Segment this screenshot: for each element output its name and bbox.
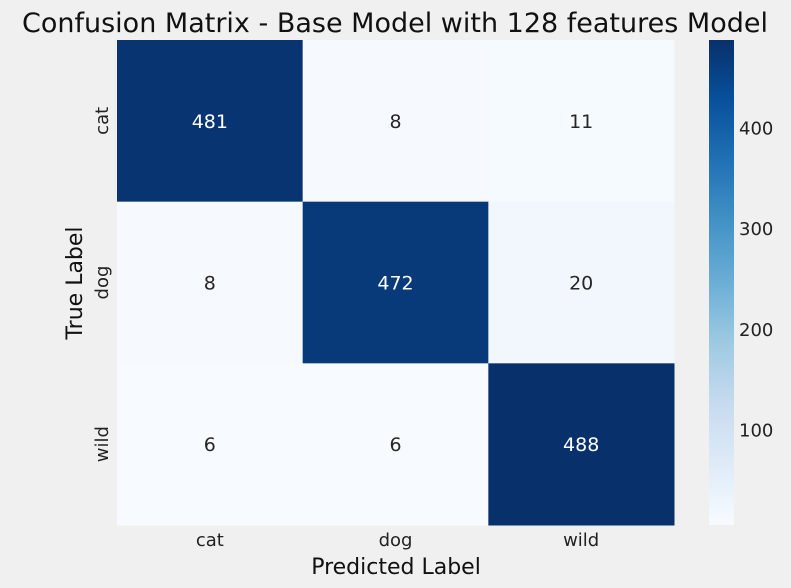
colorbar-tick-labels: 100 200 300 400 [739, 119, 773, 442]
heatmap-cell [117, 201, 304, 364]
cell-value-label: 8 [389, 111, 401, 133]
cell-value-label: 8 [204, 273, 216, 295]
cell-value-label: 481 [192, 111, 228, 133]
cell-value-label: 20 [569, 273, 593, 295]
cell-value-label: 11 [569, 111, 593, 133]
colorbar-tick-label: 400 [739, 119, 773, 140]
heatmap-cell [302, 363, 489, 526]
y-axis-label: True Label [63, 226, 88, 340]
colorbar-tick-label: 100 [739, 420, 773, 441]
heatmap-cell [488, 201, 675, 364]
colorbar-tick-label: 300 [739, 219, 773, 240]
x-tick-label: dog [379, 530, 413, 551]
colorbar-tick-label: 200 [739, 320, 773, 341]
cell-value-label: 488 [563, 434, 599, 456]
y-tick-label: cat [92, 107, 113, 135]
y-tick-labels: cat dog wild [92, 107, 113, 462]
x-axis-label: Predicted Label [311, 555, 481, 580]
heatmap-cell [488, 363, 675, 526]
y-tick-label: dog [92, 266, 113, 300]
cell-value-label: 6 [389, 434, 401, 456]
chart-title: Confusion Matrix - Base Model with 128 f… [22, 8, 768, 39]
y-tick-label: wild [92, 426, 113, 462]
x-tick-labels: cat dog wild [196, 530, 599, 551]
colorbar [709, 40, 734, 525]
heatmap-cell [302, 201, 489, 364]
x-tick-label: wild [563, 530, 599, 551]
x-tick-label: cat [196, 530, 224, 551]
heatmap-cell [302, 40, 489, 203]
heatmap-cell [117, 363, 304, 526]
heatmap-cell [117, 40, 304, 203]
heatmap-cell [488, 40, 675, 203]
heatmap-cell-labels: 481 8 11 8 472 20 6 6 488 [192, 111, 600, 456]
heatmap-cells [117, 40, 675, 526]
cell-value-label: 6 [204, 434, 216, 456]
cell-value-label: 472 [377, 273, 413, 295]
